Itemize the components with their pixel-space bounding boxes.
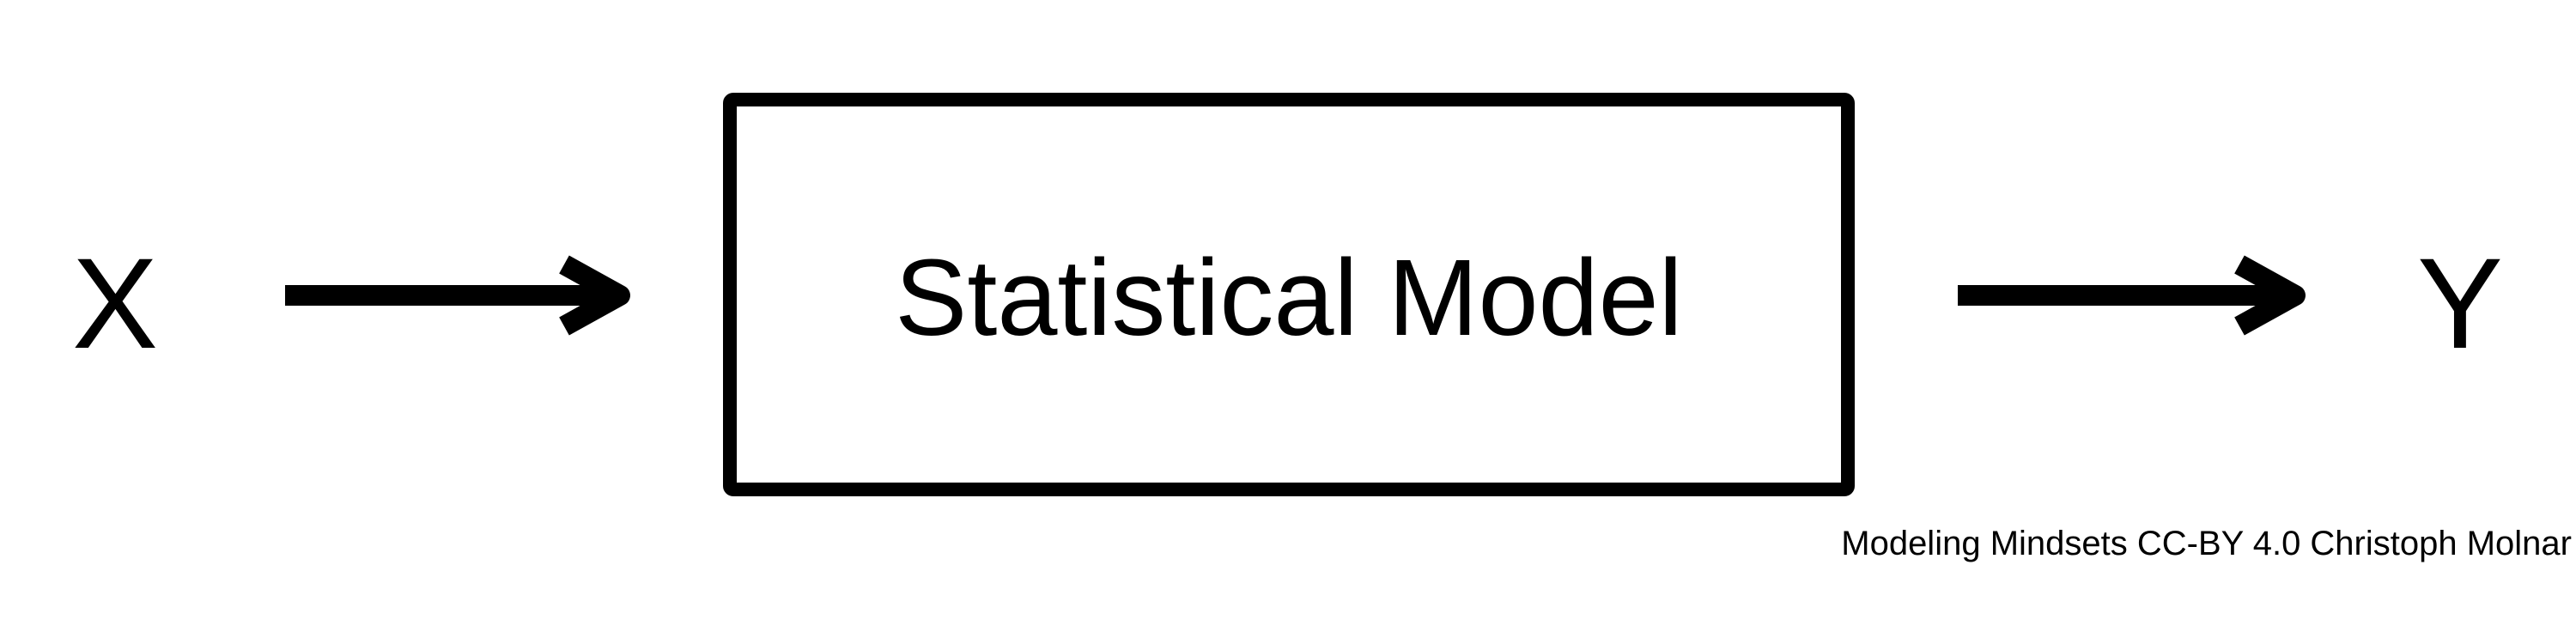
model-box <box>723 93 1855 496</box>
model-label: Statistical Model <box>895 237 1682 358</box>
input-arrow <box>285 255 630 336</box>
credit-text: Modeling Mindsets CC-BY 4.0 Christoph Mo… <box>1841 525 2572 562</box>
input-label: X <box>72 231 158 375</box>
output-label: Y <box>2417 231 2503 375</box>
output-arrow <box>1958 255 2306 336</box>
